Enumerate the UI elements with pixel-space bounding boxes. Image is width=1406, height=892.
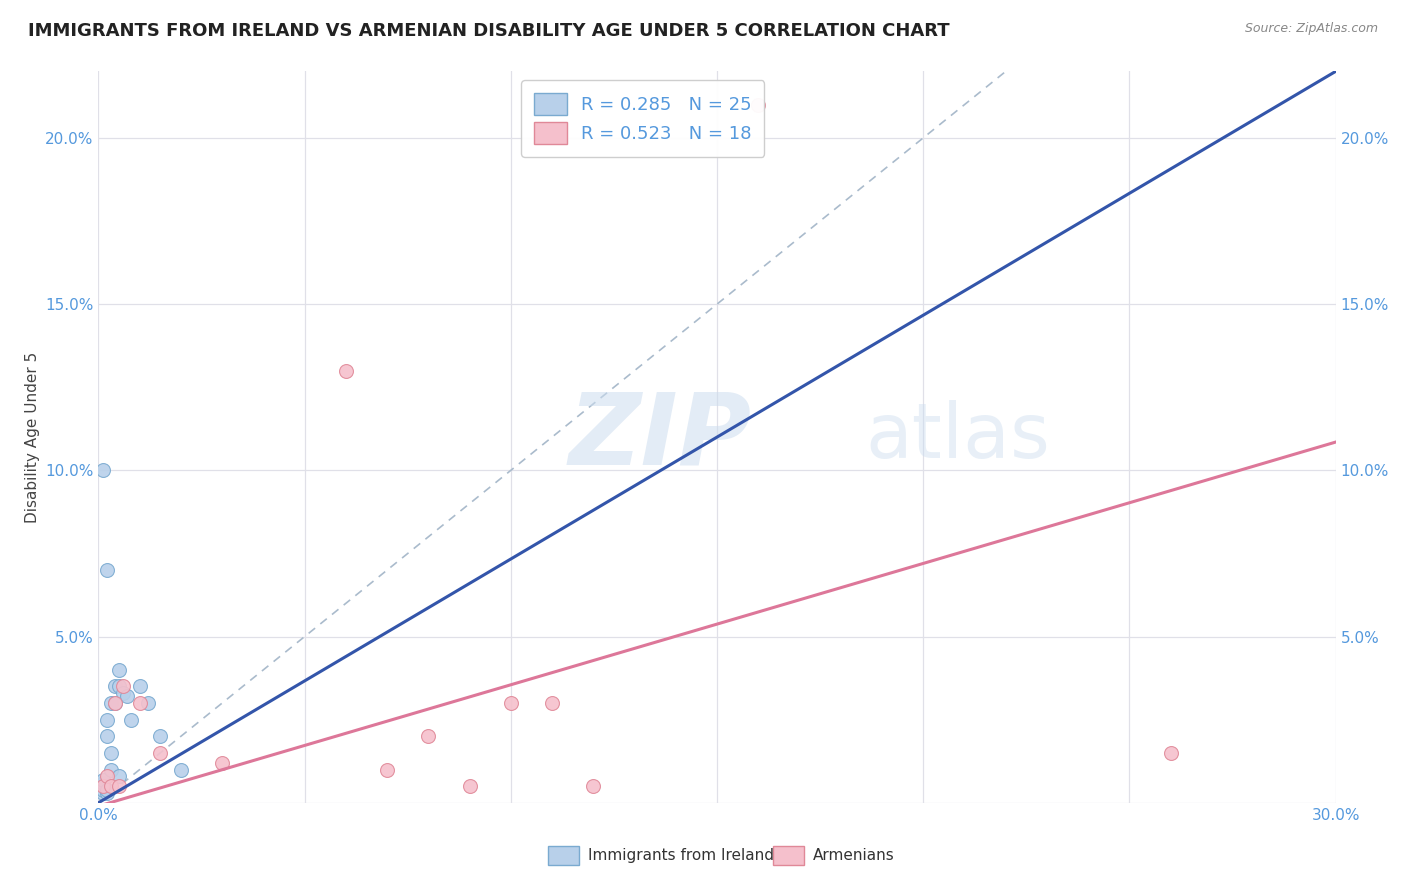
Point — [91, 782, 114, 797]
Point — [96, 729, 118, 743]
Point — [149, 729, 172, 743]
Point — [108, 680, 131, 694]
Point — [100, 746, 122, 760]
Point — [100, 696, 122, 710]
Point — [499, 696, 522, 710]
Point — [96, 786, 118, 800]
Point — [96, 563, 118, 577]
Y-axis label: Disability Age Under 5: Disability Age Under 5 — [25, 351, 39, 523]
Point — [170, 763, 193, 777]
Point — [112, 680, 135, 694]
Point — [91, 463, 114, 477]
Point — [418, 729, 440, 743]
Point — [211, 756, 233, 770]
Text: Immigrants from Ireland: Immigrants from Ireland — [588, 848, 773, 863]
Point — [108, 663, 131, 677]
Point — [91, 786, 114, 800]
Point — [120, 713, 142, 727]
Legend: R = 0.285   N = 25, R = 0.523   N = 18: R = 0.285 N = 25, R = 0.523 N = 18 — [522, 80, 765, 157]
Text: Source: ZipAtlas.com: Source: ZipAtlas.com — [1244, 22, 1378, 36]
Point — [582, 779, 605, 793]
Point — [104, 696, 127, 710]
Point — [96, 769, 118, 783]
Point — [128, 696, 150, 710]
Text: atlas: atlas — [866, 401, 1050, 474]
Point — [458, 779, 481, 793]
Point — [117, 690, 139, 704]
Point — [100, 763, 122, 777]
Text: ZIP: ZIP — [568, 389, 752, 485]
Text: Armenians: Armenians — [813, 848, 894, 863]
Point — [375, 763, 398, 777]
Point — [104, 680, 127, 694]
Text: IMMIGRANTS FROM IRELAND VS ARMENIAN DISABILITY AGE UNDER 5 CORRELATION CHART: IMMIGRANTS FROM IRELAND VS ARMENIAN DISA… — [28, 22, 949, 40]
Point — [108, 769, 131, 783]
Point — [96, 782, 118, 797]
Point — [149, 746, 172, 760]
Point — [541, 696, 564, 710]
Point — [335, 363, 357, 377]
Point — [91, 772, 114, 787]
Point — [96, 713, 118, 727]
Point — [104, 696, 127, 710]
Point — [112, 686, 135, 700]
Point — [747, 97, 769, 112]
Point — [1160, 746, 1182, 760]
Point — [136, 696, 159, 710]
Point — [100, 779, 122, 793]
Point — [91, 776, 114, 790]
Point — [91, 779, 114, 793]
Point — [128, 680, 150, 694]
Point — [108, 779, 131, 793]
